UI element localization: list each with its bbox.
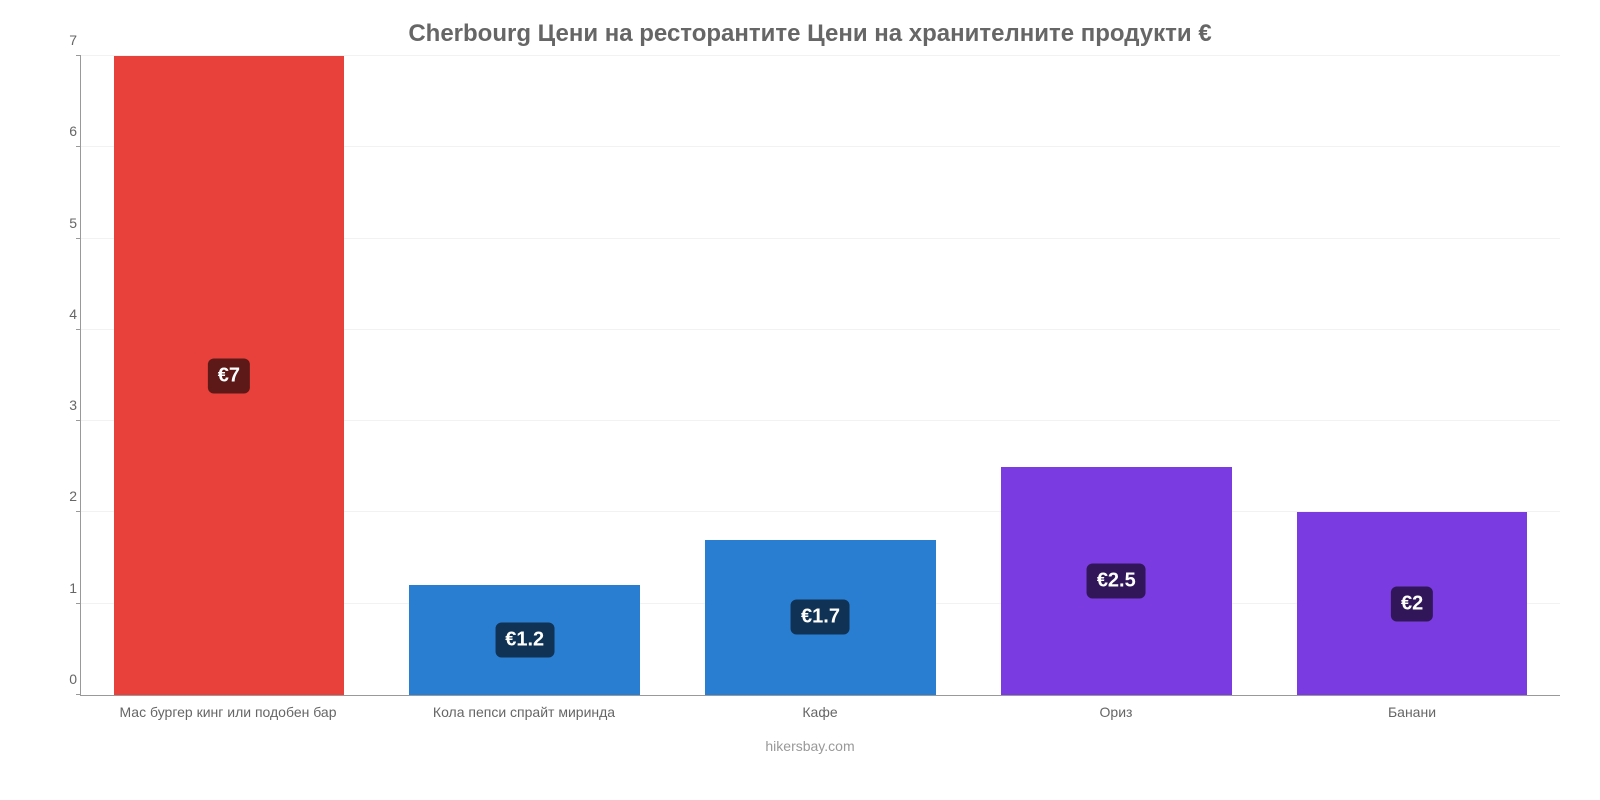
bar-value-label: €1.2 <box>495 623 554 658</box>
bar-slot: €1.7 <box>673 56 969 695</box>
bar: €1.7 <box>705 540 936 695</box>
bar-slot: €7 <box>81 56 377 695</box>
y-tick-label: 7 <box>53 32 77 48</box>
y-tick-label: 4 <box>53 306 77 322</box>
y-tick-label: 6 <box>53 123 77 139</box>
chart-title: Cherbourg Цени на ресторантите Цени на х… <box>60 20 1560 48</box>
bar-slot: €1.2 <box>377 56 673 695</box>
y-tick-label: 3 <box>53 397 77 413</box>
y-tick-label: 2 <box>53 488 77 504</box>
bar-value-label: €2 <box>1391 586 1433 621</box>
bar: €1.2 <box>409 585 640 695</box>
x-tick-label: Кола пепси спрайт миринда <box>376 696 672 720</box>
x-tick-label: Банани <box>1264 696 1560 720</box>
bar: €2 <box>1297 512 1528 695</box>
chart-container: Cherbourg Цени на ресторантите Цени на х… <box>0 0 1600 800</box>
x-tick-label: Кафе <box>672 696 968 720</box>
y-tick-label: 1 <box>53 580 77 596</box>
bar-value-label: €2.5 <box>1087 563 1146 598</box>
source-label: hikersbay.com <box>60 738 1560 754</box>
x-tick-label: Мас бургер кинг или подобен бар <box>80 696 376 720</box>
bar-value-label: €7 <box>208 358 250 393</box>
x-axis-labels: Мас бургер кинг или подобен барКола пепс… <box>80 696 1560 720</box>
y-tick-label: 0 <box>53 671 77 687</box>
bar: €7 <box>114 56 345 695</box>
bars-layer: €7 €1.2 €1.7 €2.5 €2 <box>81 56 1560 695</box>
bar-slot: €2.5 <box>968 56 1264 695</box>
bar: €2.5 <box>1001 467 1232 695</box>
bar-slot: €2 <box>1264 56 1560 695</box>
x-tick-label: Ориз <box>968 696 1264 720</box>
plot-area: 01234567 €7€1.2€1.7€2.5€2 <box>80 56 1560 696</box>
bar-value-label: €1.7 <box>791 600 850 635</box>
y-tick-label: 5 <box>53 215 77 231</box>
